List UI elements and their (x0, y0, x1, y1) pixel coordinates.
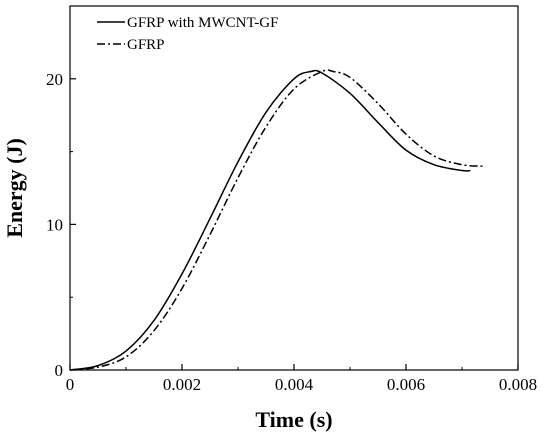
x-tick-label: 0 (66, 375, 75, 394)
x-tick-label: 0.008 (499, 375, 537, 394)
x-axis-ticks: 0 0.002 0.004 0.006 0.008 (66, 364, 537, 394)
y-axis-ticks: 0 10 20 (46, 5, 76, 380)
legend-label-series-1: GFRP with MWCNT-GF (127, 15, 278, 31)
y-tick-label: 10 (46, 215, 63, 234)
series-line-1 (69, 69, 471, 371)
series-line-2 (69, 69, 485, 371)
x-tick-label: 0.004 (275, 375, 314, 394)
y-tick-label: 0 (55, 361, 64, 380)
y-tick-label: 20 (46, 70, 63, 89)
legend-label-series-2: GFRP (127, 37, 165, 53)
x-tick-label: 0.006 (387, 375, 425, 394)
legend: GFRP with MWCNT-GF GFRP (97, 15, 278, 53)
x-tick-label: 0.002 (163, 375, 201, 394)
plot-frame (69, 5, 519, 371)
x-axis-title: Time (s) (255, 407, 332, 432)
series-lines (69, 69, 485, 371)
y-axis-title: Energy (J) (2, 138, 27, 238)
